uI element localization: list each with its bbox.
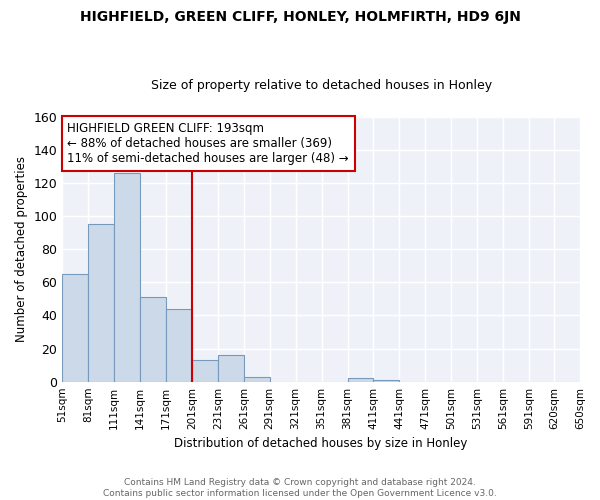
- Bar: [140, 297, 166, 382]
- X-axis label: Distribution of detached houses by size in Honley: Distribution of detached houses by size …: [175, 437, 468, 450]
- Title: Size of property relative to detached houses in Honley: Size of property relative to detached ho…: [151, 79, 492, 92]
- Text: Contains HM Land Registry data © Crown copyright and database right 2024.
Contai: Contains HM Land Registry data © Crown c…: [103, 478, 497, 498]
- Bar: [62, 274, 88, 382]
- Bar: [192, 360, 218, 382]
- Text: HIGHFIELD GREEN CLIFF: 193sqm
← 88% of detached houses are smaller (369)
11% of : HIGHFIELD GREEN CLIFF: 193sqm ← 88% of d…: [67, 122, 349, 165]
- Bar: [347, 378, 373, 382]
- Bar: [166, 309, 192, 382]
- Bar: [373, 380, 400, 382]
- Y-axis label: Number of detached properties: Number of detached properties: [15, 156, 28, 342]
- Bar: [114, 173, 140, 382]
- Text: HIGHFIELD, GREEN CLIFF, HONLEY, HOLMFIRTH, HD9 6JN: HIGHFIELD, GREEN CLIFF, HONLEY, HOLMFIRT…: [80, 10, 520, 24]
- Bar: [218, 355, 244, 382]
- Bar: [244, 376, 270, 382]
- Bar: [88, 224, 114, 382]
